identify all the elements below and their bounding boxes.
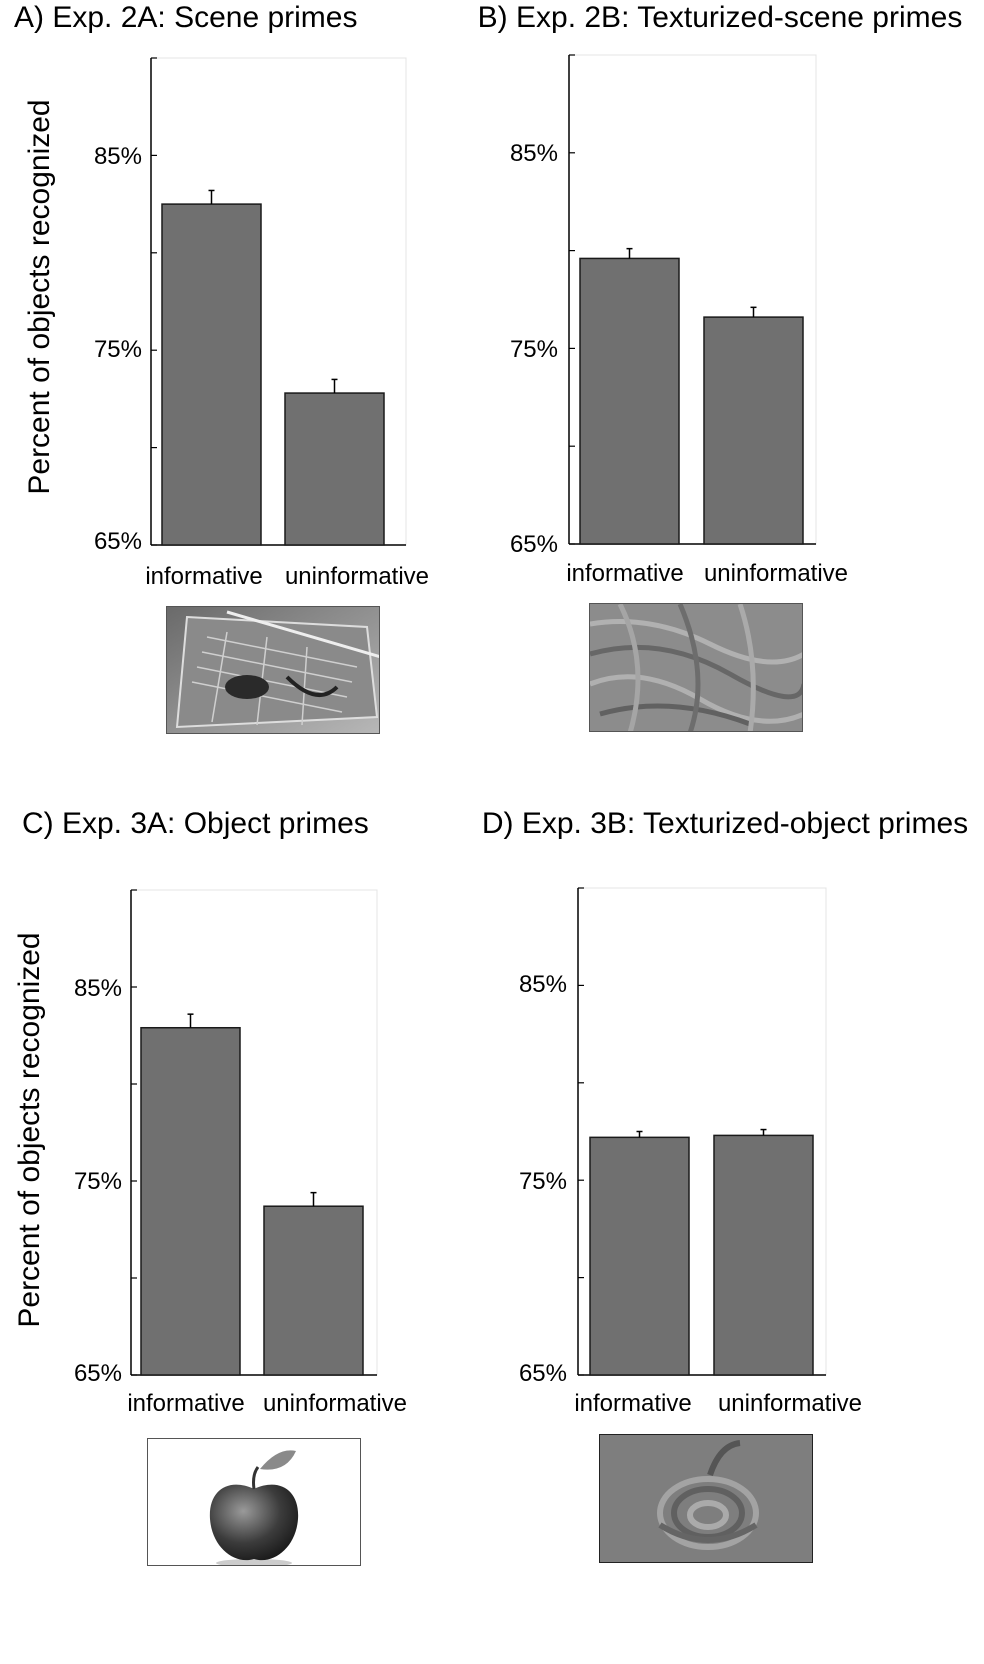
panel-a-prime-scene-image xyxy=(166,606,380,734)
panel-d-category-informative: informative xyxy=(574,1390,692,1417)
panel-c-ytick-75: 75% xyxy=(73,1168,122,1195)
panel-b-ytick-65: 65% xyxy=(509,531,558,558)
panel-c-title: C) Exp. 3A: Object primes xyxy=(22,807,369,840)
panel-b-prime-texturized-scene-image xyxy=(589,603,803,732)
panel-d-title: D) Exp. 3B: Texturized-object primes xyxy=(481,807,969,840)
panel-a-title: A) Exp. 2A: Scene primes xyxy=(14,1,358,34)
panel-b-title: B) Exp. 2B: Texturized-scene primes xyxy=(477,1,963,34)
panel-d-ytick-65: 65% xyxy=(518,1360,567,1387)
panel-c-ytick-85: 85% xyxy=(73,975,122,1002)
panel-c-category-uninformative: uninformative xyxy=(262,1390,408,1417)
panel-a-bar-uninformative xyxy=(284,392,385,546)
panel-c-category-informative: informative xyxy=(127,1390,245,1417)
panel-a-bar-informative xyxy=(161,203,262,546)
panel-d-ytick-75: 75% xyxy=(518,1168,567,1195)
panel-a-category-uninformative: uninformative xyxy=(284,563,430,590)
panel-b-category-informative: informative xyxy=(566,560,684,587)
panel-d-bar-uninformative xyxy=(713,1134,814,1376)
panel-d-bar-informative xyxy=(589,1136,690,1376)
panel-b-ytick-75: 75% xyxy=(509,336,558,363)
panel-a-ytick-85: 85% xyxy=(93,143,142,170)
panel-c-ytick-65: 65% xyxy=(73,1360,122,1387)
panel-b-category-uninformative: uninformative xyxy=(703,560,849,587)
panel-b-bar-informative xyxy=(579,257,680,545)
panel-a-category-informative: informative xyxy=(145,563,263,590)
panel-b-bar-uninformative xyxy=(703,316,804,545)
panel-b-ytick-85: 85% xyxy=(509,140,558,167)
panel-a-ytick-65: 65% xyxy=(93,528,142,555)
panel-c-prime-apple-image xyxy=(147,1438,361,1566)
panel-c-bar-informative xyxy=(140,1026,241,1376)
panel-d-prime-texturized-apple-image xyxy=(599,1434,813,1563)
panel-d-category-uninformative: uninformative xyxy=(717,1390,863,1417)
panel-a-ytick-75: 75% xyxy=(93,336,142,363)
panel-d-ytick-85: 85% xyxy=(518,971,567,998)
